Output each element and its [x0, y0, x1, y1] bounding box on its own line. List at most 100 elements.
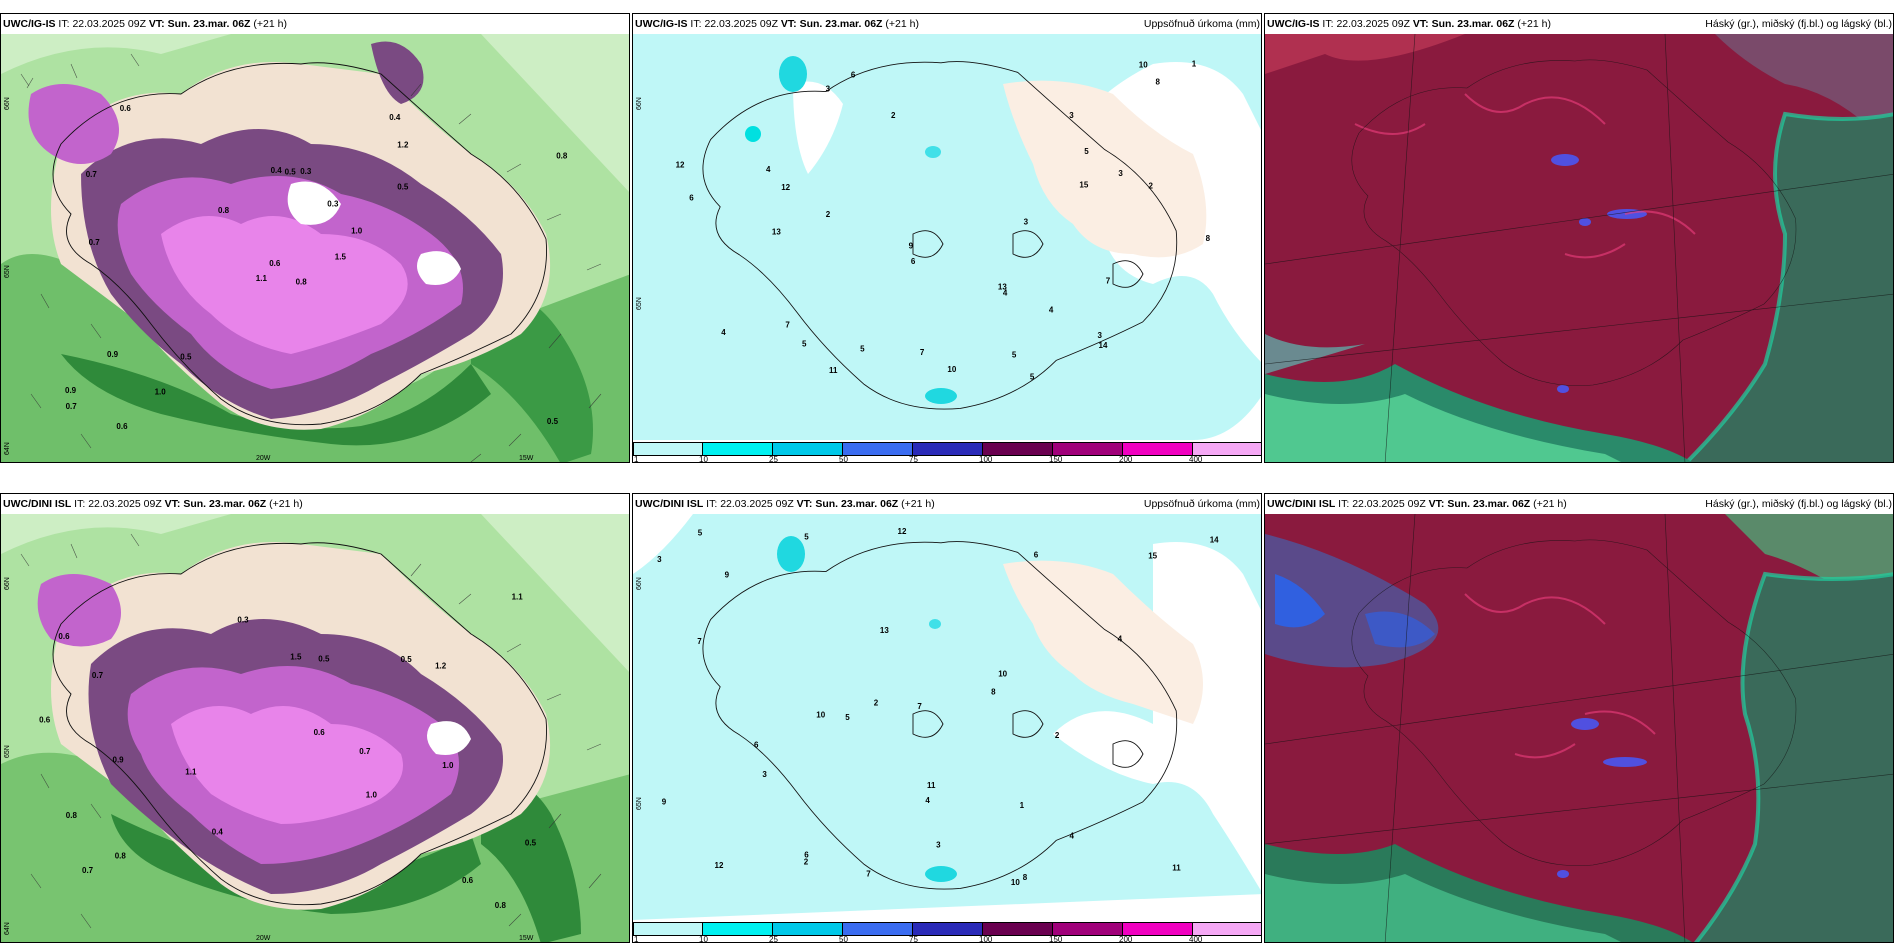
vt-label: VT: [1428, 498, 1445, 510]
value-label: 7 [866, 869, 871, 878]
value-label: 0.5 [318, 655, 330, 664]
colorbar-segment [843, 442, 913, 456]
value-label: 9 [909, 242, 914, 251]
value-label: 2 [826, 210, 831, 219]
value-label: 13 [772, 228, 781, 237]
value-label: 1.0 [366, 791, 378, 800]
value-label: 0.6 [58, 632, 70, 641]
init-time: 22.03.2025 09Z [704, 18, 778, 30]
value-label: 0.3 [237, 615, 249, 624]
value-label: 10 [816, 711, 825, 720]
value-label: 10 [998, 669, 1007, 678]
model-name: UWC/IG-IS [1267, 18, 1320, 30]
value-label: 10 [1139, 61, 1148, 70]
value-label: 1.2 [435, 662, 447, 671]
value-label: 0.7 [86, 170, 98, 179]
value-label: 3 [1118, 169, 1123, 178]
value-label: 0.7 [359, 747, 371, 756]
value-label: 2 [1149, 182, 1154, 191]
value-label: 0.9 [65, 386, 77, 395]
value-label: 5 [1084, 147, 1089, 156]
value-label: 0.4 [271, 166, 283, 175]
value-label: 11 [1172, 864, 1181, 873]
field-title: Háský (gr.), miðský (fj.bl.) og lágský (… [1705, 498, 1892, 510]
panel-igis-clouds: UWC/IG-IS IT: 22.03.2025 09Z VT: Sun. 23… [1264, 13, 1894, 463]
value-label: 0.4 [212, 828, 224, 837]
panel-header: UWC/DINI ISL IT: 22.03.2025 09Z VT: Sun.… [633, 494, 1261, 514]
colorbar-tick: 150 [1049, 935, 1063, 943]
value-label: 0.6 [462, 876, 474, 885]
colorbar-segment [1123, 442, 1193, 456]
colorbar-segment [773, 922, 843, 936]
value-label: 0.6 [120, 104, 132, 113]
lead-time: (+21 h) [901, 498, 935, 510]
value-label: 7 [785, 320, 790, 329]
model-name: UWC/DINI ISL [635, 498, 704, 510]
value-label: 3 [1069, 111, 1074, 120]
colorbar-tick: 75 [909, 455, 918, 463]
snow-map: 66N 65N 64N 20W 15W 0.80.70.60.91.00.50.… [1, 34, 629, 462]
value-label: 13 [880, 626, 889, 635]
value-label: 10 [947, 365, 956, 374]
init-time: 22.03.2025 09Z [88, 498, 162, 510]
lat-label-65: 65N [636, 297, 643, 310]
value-label: 4 [721, 328, 726, 337]
vt-label: VT: [796, 498, 813, 510]
colorbar-segment [633, 442, 703, 456]
colorbar-segment [633, 922, 703, 936]
value-label: 15 [1079, 181, 1088, 190]
value-label: 0.6 [39, 715, 51, 724]
value-label: 8 [1206, 234, 1211, 243]
value-label: 11 [829, 366, 838, 375]
panel-igis-precip: UWC/IG-IS IT: 22.03.2025 09Z VT: Sun. 23… [632, 13, 1262, 463]
lead-time: (+21 h) [885, 18, 919, 30]
panel-header: UWC/DINI ISL IT: 22.03.2025 09Z VT: Sun.… [1, 494, 629, 514]
value-label: 0.5 [180, 353, 192, 362]
it-label: IT: [690, 18, 702, 30]
cloud-map [1265, 34, 1893, 462]
precip-value-labels: 7 10 6 4 5 9 10 11 12 13 15 3 2 4 6 8 7 2 5 3 1 14 10 12 4 6 9 3 5 2 7… [657, 527, 1219, 887]
value-label: 1 [1192, 60, 1197, 69]
value-label: 15 [1148, 551, 1157, 560]
lat-label-65: 65N [4, 265, 11, 278]
vt-label: VT: [780, 18, 797, 30]
valid-time: Sun. 23.mar. 06Z [1431, 18, 1515, 30]
colorbar: 1 10 25 50 75 100 150 200 400 [633, 922, 1261, 943]
value-label: 0.5 [285, 167, 297, 176]
lat-label-66: 66N [4, 97, 11, 110]
value-label: 0.8 [66, 811, 78, 820]
colorbar-segment [843, 922, 913, 936]
init-time: 22.03.2025 09Z [1352, 498, 1426, 510]
lead-time: (+21 h) [1517, 18, 1551, 30]
value-label: 0.6 [116, 422, 128, 431]
lat-label-65: 65N [636, 797, 643, 810]
value-label: 0.8 [556, 151, 568, 160]
valid-time: Sun. 23.mar. 06Z [1447, 498, 1531, 510]
colorbar-segment [773, 442, 843, 456]
colorbar-segment [1053, 442, 1123, 456]
value-label: 4 [1070, 832, 1075, 841]
value-label: 0.3 [327, 199, 339, 208]
value-label: 2 [804, 857, 809, 866]
value-label: 6 [689, 194, 694, 203]
colorbar-segment [983, 922, 1053, 936]
cloud-map [1265, 514, 1893, 942]
colorbar-tick: 400 [1189, 455, 1203, 463]
value-label: 7 [920, 348, 925, 357]
value-label: 14 [1099, 341, 1108, 350]
it-label: IT: [706, 498, 718, 510]
init-time: 22.03.2025 09Z [720, 498, 794, 510]
colorbar-tick: 25 [769, 455, 778, 463]
value-label: 12 [781, 183, 790, 192]
it-label: IT: [58, 18, 70, 30]
panel-dini-precip: UWC/DINI ISL IT: 22.03.2025 09Z VT: Sun.… [632, 493, 1262, 943]
value-label: 2 [874, 698, 879, 707]
colorbar-segment [913, 922, 983, 936]
lon-label-20: 20W [256, 455, 271, 462]
precip-map: 66N 65N 71064591011121315324687253114101… [633, 514, 1261, 920]
colorbar-tick: 10 [699, 455, 708, 463]
valid-time: Sun. 23.mar. 06Z [183, 498, 267, 510]
value-label: 1.0 [442, 761, 454, 770]
value-label: 5 [698, 528, 703, 537]
value-label: 0.9 [113, 756, 125, 765]
